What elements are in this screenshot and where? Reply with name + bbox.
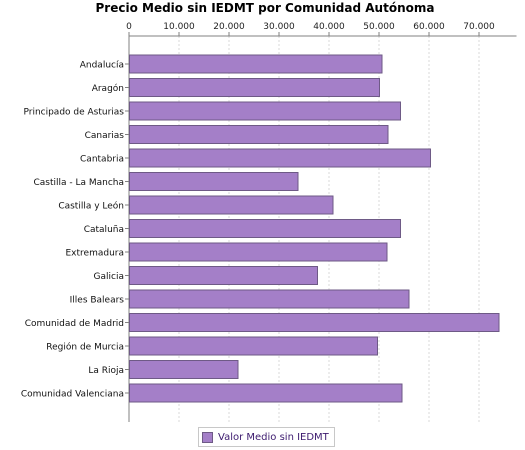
category-label: Cataluña: [84, 225, 124, 235]
x-tick-label: 40.000: [313, 22, 345, 32]
chart-title: Precio Medio sin IEDMT por Comunidad Aut…: [95, 1, 435, 15]
bar: [129, 78, 380, 97]
bar: [129, 336, 378, 356]
bar: [129, 219, 401, 238]
bar: [129, 266, 318, 285]
bar: [129, 101, 401, 121]
bar: [129, 125, 389, 144]
bar: [129, 360, 239, 379]
bar: [129, 148, 431, 168]
x-tick-label: 50.000: [363, 22, 395, 32]
x-tick-label: 70.000: [463, 22, 495, 32]
category-label: Aragón: [92, 83, 124, 94]
bar: [129, 195, 334, 215]
bar: [129, 54, 383, 74]
category-label: Castilla y León: [58, 201, 124, 212]
category-label: Canarias: [85, 131, 125, 141]
category-label: Principado de Asturias: [23, 108, 124, 118]
category-label: Comunidad de Madrid: [25, 319, 124, 329]
x-tick-label: 60.000: [413, 22, 445, 32]
x-tick-label: 10.000: [163, 22, 195, 32]
x-tick-label: 30.000: [263, 22, 295, 32]
bar: [129, 242, 388, 262]
category-label: Comunidad Valenciana: [21, 390, 124, 400]
legend-swatch: [202, 431, 213, 443]
bar: [129, 383, 403, 403]
category-label: Andalucía: [80, 61, 124, 71]
legend-label: Valor Medio sin IEDMT: [218, 431, 329, 443]
legend: Valor Medio sin IEDMT: [198, 427, 335, 447]
x-tick-label: 20.000: [213, 22, 245, 32]
category-label: Cantabria: [80, 155, 124, 165]
bar: [129, 313, 500, 332]
category-label: Región de Murcia: [46, 342, 124, 353]
category-label: Castilla - La Mancha: [33, 178, 124, 188]
category-label: La Rioja: [88, 366, 124, 376]
bar: [129, 172, 299, 191]
bar: [129, 289, 410, 309]
category-label: Galicia: [94, 272, 124, 282]
category-label: Extremadura: [66, 249, 125, 259]
x-tick-label: 0: [126, 22, 132, 32]
category-label: Illes Balears: [70, 296, 125, 306]
